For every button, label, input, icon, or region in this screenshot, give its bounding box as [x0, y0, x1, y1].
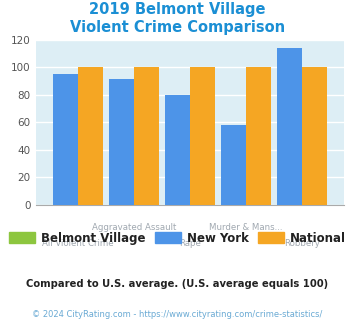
Bar — [246, 67, 271, 205]
Text: Rape: Rape — [179, 239, 201, 248]
Bar — [190, 67, 215, 205]
Bar — [109, 80, 134, 205]
Bar — [302, 67, 327, 205]
Bar — [277, 48, 302, 205]
Bar — [221, 125, 246, 205]
Bar — [53, 74, 78, 205]
Bar — [165, 95, 190, 205]
Text: All Violent Crime: All Violent Crime — [42, 239, 114, 248]
Text: Aggravated Assault: Aggravated Assault — [92, 223, 176, 232]
Legend: Belmont Village, New York, National: Belmont Village, New York, National — [4, 227, 351, 249]
Text: Violent Crime Comparison: Violent Crime Comparison — [70, 20, 285, 35]
Text: © 2024 CityRating.com - https://www.cityrating.com/crime-statistics/: © 2024 CityRating.com - https://www.city… — [32, 310, 323, 319]
Text: 2019 Belmont Village: 2019 Belmont Village — [89, 2, 266, 16]
Text: Compared to U.S. average. (U.S. average equals 100): Compared to U.S. average. (U.S. average … — [26, 279, 329, 289]
Bar — [134, 67, 159, 205]
Text: Robbery: Robbery — [284, 239, 320, 248]
Bar — [78, 67, 103, 205]
Text: Murder & Mans...: Murder & Mans... — [209, 223, 283, 232]
